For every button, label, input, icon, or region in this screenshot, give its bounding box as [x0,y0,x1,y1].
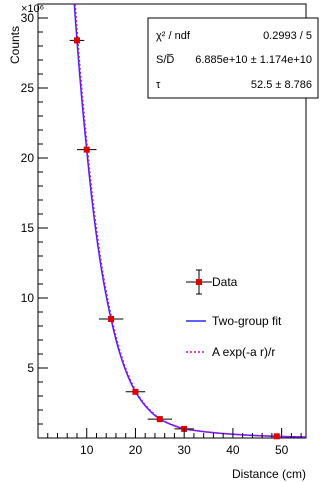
y-tick-label: 20 [21,151,35,165]
x-tick-label: 30 [178,443,192,457]
exp-fit-curve [74,3,307,438]
x-tick-label: 10 [80,443,94,457]
x-axis-title: Distance (cm) [232,467,306,481]
y-multiplier: ×10⁶ [21,3,44,15]
y-tick-label: 15 [21,221,35,235]
plot-frame [37,3,307,439]
y-axis-title: Counts [8,26,22,64]
y-tick-label: 10 [21,291,35,305]
stats-box-frame [147,17,319,99]
stat-value-tau: 52.5 ± 8.786 [251,79,312,91]
data-point [69,36,85,44]
stat-value-chi2: 0.2993 / 5 [263,30,312,42]
x-tick-label: 50 [275,443,289,457]
data-point [147,416,172,423]
data-point [98,316,124,322]
data-marker [132,388,139,395]
data-marker [73,37,80,44]
y-tick-label: 5 [27,361,34,375]
y-tick-label: 25 [21,81,35,95]
legend-fit-label: Two-group fit [212,314,282,328]
y-tick-label: 30 [21,11,35,25]
data-marker [273,433,280,440]
data-marker [83,146,90,153]
x-tick-label: 20 [129,443,143,457]
data-point [76,146,97,153]
stat-name-sd: S/D̅ [156,54,174,66]
x-tick-label: 40 [226,443,240,457]
stats-box: χ² / ndf 0.2993 / 5 S/D̅ 6.885e+10 ± 1.1… [147,17,319,99]
legend: Data Two-group fit A exp(-a r)/r [186,269,282,359]
stat-value-sd: 6.885e+10 ± 1.174e+10 [195,54,312,66]
stat-name-tau: τ [156,79,161,91]
data-marker [156,416,163,423]
legend-data-marker [186,269,212,295]
data-marker [108,316,115,322]
data-point [125,388,146,395]
legend-exp-label: A exp(-a r)/r [212,345,275,359]
stat-name-chi2: χ² / ndf [156,30,191,42]
legend-data-label: Data [212,275,238,289]
data-point [273,433,280,440]
